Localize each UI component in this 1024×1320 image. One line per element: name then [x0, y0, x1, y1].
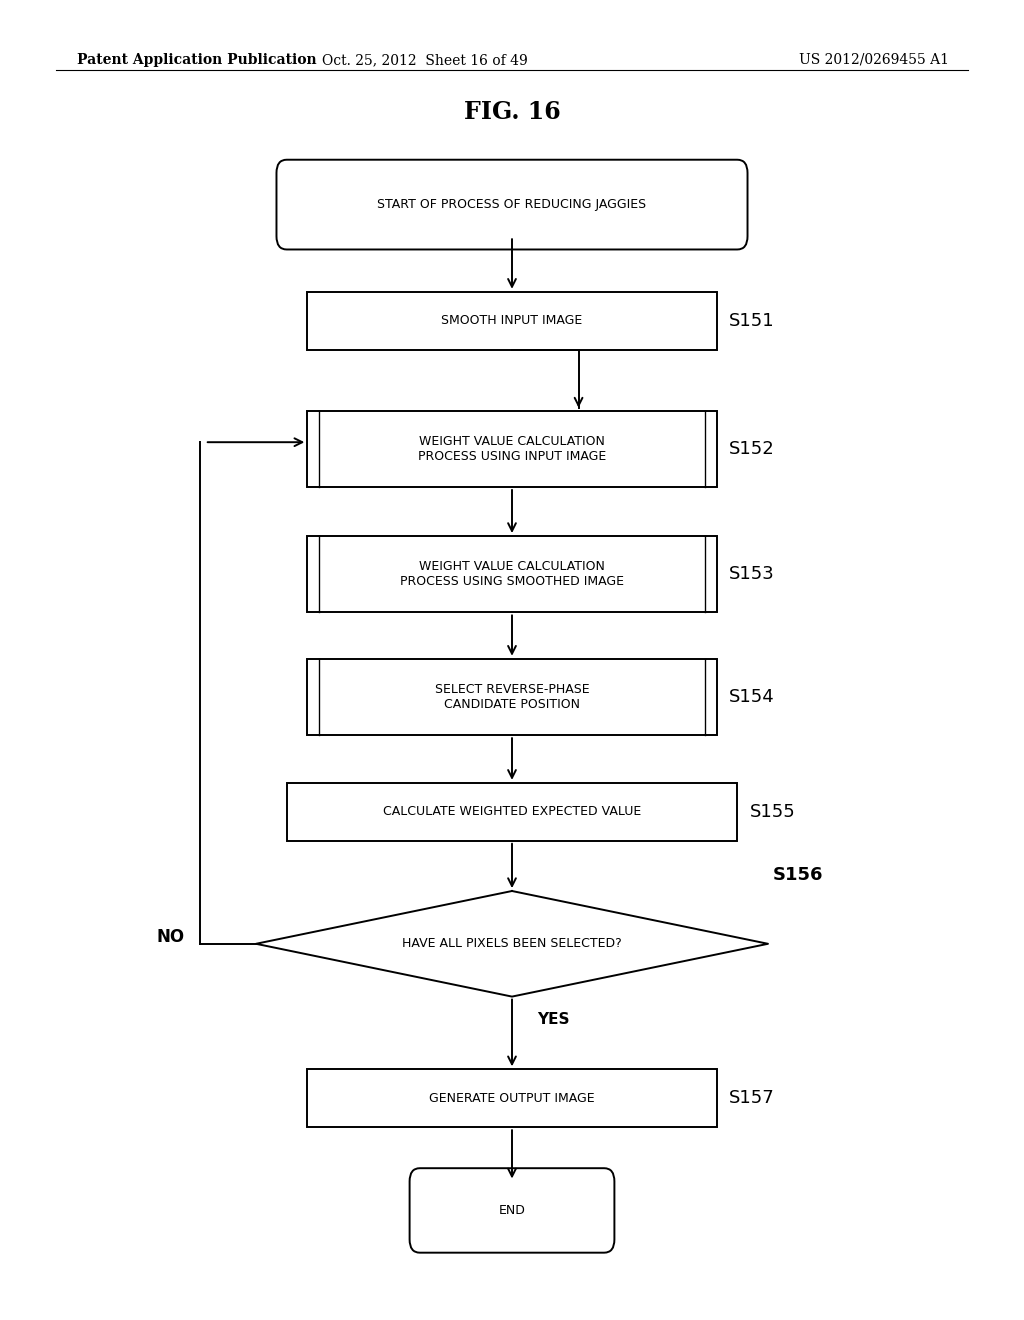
- Text: NO: NO: [157, 928, 184, 946]
- Text: START OF PROCESS OF REDUCING JAGGIES: START OF PROCESS OF REDUCING JAGGIES: [378, 198, 646, 211]
- Bar: [287, 783, 737, 841]
- Text: S157: S157: [729, 1089, 775, 1107]
- Bar: [307, 292, 717, 350]
- FancyBboxPatch shape: [276, 160, 748, 249]
- Polygon shape: [256, 891, 768, 997]
- Text: SELECT REVERSE-PHASE
CANDIDATE POSITION: SELECT REVERSE-PHASE CANDIDATE POSITION: [434, 682, 590, 711]
- Text: S155: S155: [750, 803, 796, 821]
- Text: Oct. 25, 2012  Sheet 16 of 49: Oct. 25, 2012 Sheet 16 of 49: [323, 53, 527, 67]
- Text: S151: S151: [729, 312, 775, 330]
- Text: US 2012/0269455 A1: US 2012/0269455 A1: [799, 53, 948, 67]
- Bar: [307, 1069, 717, 1127]
- Text: CALCULATE WEIGHTED EXPECTED VALUE: CALCULATE WEIGHTED EXPECTED VALUE: [383, 805, 641, 818]
- Text: S153: S153: [729, 565, 775, 583]
- Text: END: END: [499, 1204, 525, 1217]
- Text: S152: S152: [729, 440, 775, 458]
- Text: WEIGHT VALUE CALCULATION
PROCESS USING SMOOTHED IMAGE: WEIGHT VALUE CALCULATION PROCESS USING S…: [400, 560, 624, 589]
- Bar: [307, 411, 717, 487]
- Text: Patent Application Publication: Patent Application Publication: [77, 53, 316, 67]
- Text: HAVE ALL PIXELS BEEN SELECTED?: HAVE ALL PIXELS BEEN SELECTED?: [402, 937, 622, 950]
- Text: GENERATE OUTPUT IMAGE: GENERATE OUTPUT IMAGE: [429, 1092, 595, 1105]
- Text: FIG. 16: FIG. 16: [464, 100, 560, 124]
- Text: S156: S156: [773, 866, 823, 884]
- Text: WEIGHT VALUE CALCULATION
PROCESS USING INPUT IMAGE: WEIGHT VALUE CALCULATION PROCESS USING I…: [418, 434, 606, 463]
- FancyBboxPatch shape: [410, 1168, 614, 1253]
- Bar: [307, 659, 717, 735]
- Bar: [307, 536, 717, 612]
- Text: YES: YES: [538, 1012, 570, 1027]
- Text: SMOOTH INPUT IMAGE: SMOOTH INPUT IMAGE: [441, 314, 583, 327]
- Text: S154: S154: [729, 688, 775, 706]
